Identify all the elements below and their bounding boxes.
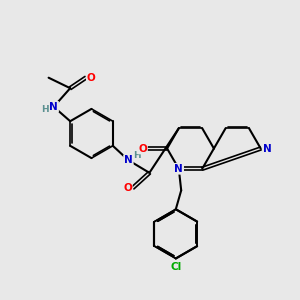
Text: O: O [138, 143, 147, 154]
Text: O: O [123, 183, 132, 193]
Text: N: N [263, 143, 272, 154]
Text: Cl: Cl [170, 262, 182, 272]
Text: H: H [41, 105, 49, 114]
Text: N: N [174, 164, 183, 174]
Text: N: N [124, 155, 133, 165]
Text: O: O [87, 73, 96, 83]
Text: H: H [133, 151, 141, 160]
Text: N: N [49, 102, 58, 112]
